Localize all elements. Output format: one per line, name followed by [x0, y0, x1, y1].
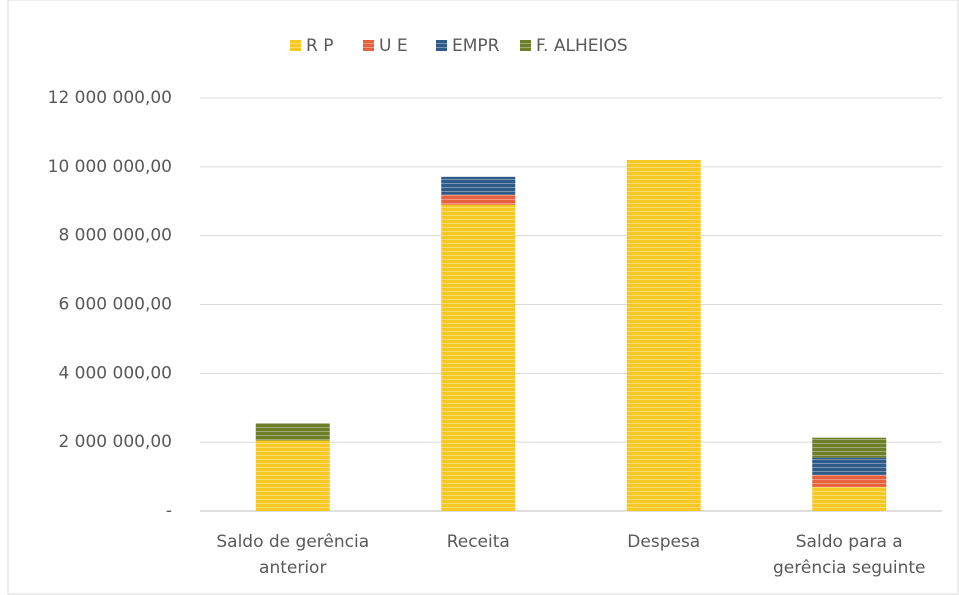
bar-segment — [626, 159, 701, 511]
bar-segment — [812, 486, 887, 511]
bar-segment — [255, 423, 330, 441]
legend-swatch — [436, 40, 447, 51]
y-tick-label: 12 000 000,00 — [48, 88, 172, 108]
legend-label: R P — [306, 36, 333, 56]
bar-segment — [441, 194, 516, 205]
bar-segment — [441, 176, 516, 195]
x-tick-label: Saldo de gerência anterior — [216, 532, 370, 578]
bar-segment — [812, 437, 887, 458]
y-tick-label: 2 000 000,00 — [58, 432, 172, 452]
bar-segment — [441, 204, 516, 512]
bar-segment — [812, 457, 887, 475]
y-tick-label: 8 000 000,00 — [58, 226, 172, 246]
x-tick-label: Saldo para a gerência seguinte — [773, 532, 926, 578]
bar-segment — [812, 474, 887, 487]
x-tick-label: Despesa — [627, 532, 701, 552]
bar-segment — [255, 440, 330, 511]
y-tick-label: 10 000 000,00 — [48, 157, 172, 177]
legend-label: EMPR — [452, 36, 500, 56]
x-tick-label: Receita — [446, 532, 510, 552]
legend-label: U E — [379, 36, 408, 56]
y-tick-label: - — [166, 501, 172, 521]
chart-frame — [7, 0, 959, 595]
legend-swatch — [520, 40, 531, 51]
y-tick-label: 6 000 000,00 — [58, 295, 172, 315]
legend-swatch — [290, 40, 301, 51]
legend-swatch — [363, 40, 374, 51]
legend-label: F. ALHEIOS — [536, 36, 628, 56]
y-tick-label: 4 000 000,00 — [58, 363, 172, 383]
